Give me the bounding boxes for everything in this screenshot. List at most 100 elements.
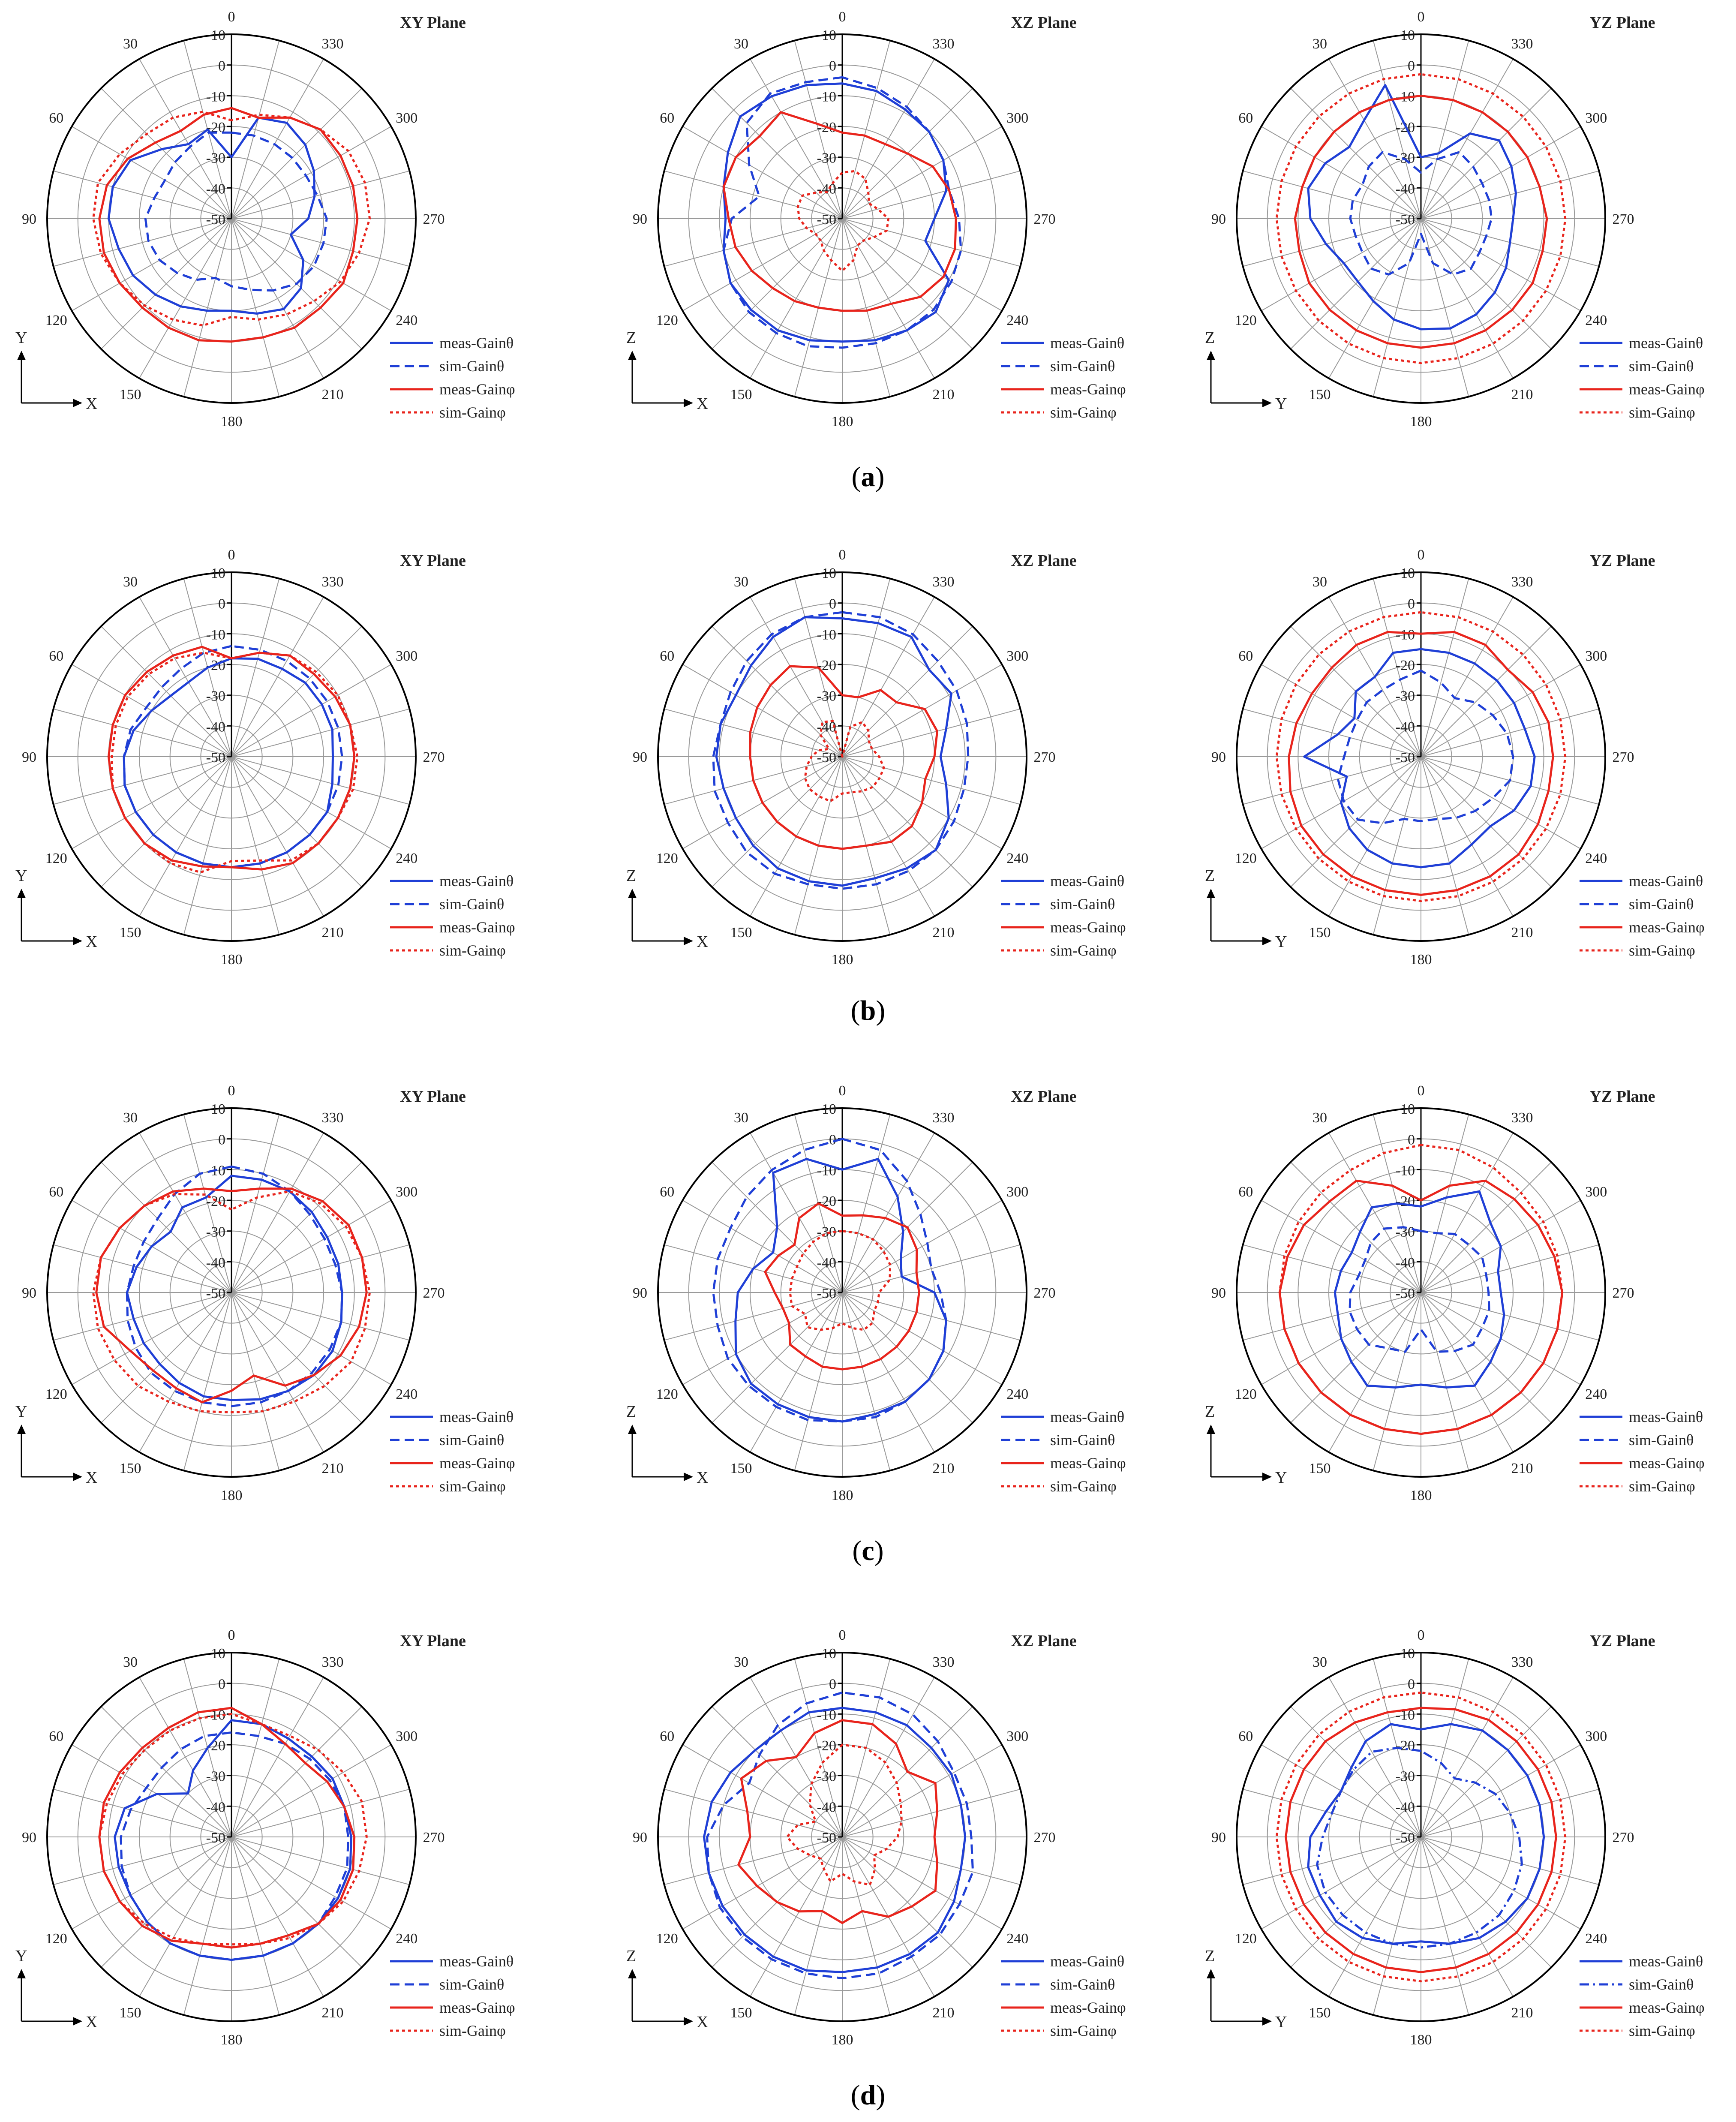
series-meas-phi	[749, 665, 938, 850]
series-meas-theta	[703, 1707, 967, 1973]
angle-label: 60	[49, 110, 63, 126]
angle-label: 0	[1418, 9, 1425, 25]
angle-label: 270	[1613, 749, 1634, 765]
angle-label: 60	[49, 1728, 63, 1744]
coord-label-vertical: Y	[15, 329, 27, 347]
radial-tick-label: -20	[1396, 1738, 1415, 1754]
caption-d: (d)	[850, 2080, 886, 2111]
radial-tick-label: -30	[206, 150, 225, 166]
radial-tick-label: -50	[817, 1286, 836, 1301]
radial-tick-label: -20	[817, 658, 836, 673]
legend-label: sim-Gainθ	[1629, 896, 1694, 913]
legend-label: meas-Gainθ	[1050, 872, 1124, 890]
radial-tick-label: 0	[1408, 1132, 1415, 1148]
angle-label: 90	[1211, 211, 1226, 227]
angle-label: 210	[933, 1461, 955, 1476]
radial-tick-label: -40	[206, 1799, 225, 1815]
angle-label: 270	[1034, 749, 1056, 765]
series-sim-phi	[1278, 1144, 1564, 1435]
angle-label: 60	[49, 648, 63, 664]
coord-arrow-right-icon	[684, 1473, 693, 1481]
angle-label: 0	[228, 547, 235, 563]
coord-arrow-up-icon	[628, 1969, 637, 1978]
series-sim-theta	[712, 611, 970, 890]
chart-title: XY Plane	[400, 1632, 466, 1650]
chart-title: YZ Plane	[1589, 1632, 1655, 1650]
series-meas-theta	[114, 1719, 352, 1961]
angle-label: 150	[730, 2005, 752, 2021]
angle-label: 270	[423, 211, 445, 227]
chart-title: XZ Plane	[1011, 552, 1076, 570]
coord-label-horizontal: X	[697, 2013, 708, 2031]
coord-arrow-up-icon	[17, 1425, 26, 1434]
radial-tick-label: -10	[206, 89, 225, 105]
angle-label: 30	[1313, 1110, 1327, 1126]
angle-label: 90	[633, 1285, 647, 1301]
angle-label: 180	[221, 414, 243, 430]
angle-label: 60	[49, 1184, 63, 1200]
coord-arrow-right-icon	[684, 937, 693, 945]
legend-label: sim-Gainφ	[439, 1478, 506, 1495]
series-sim-theta	[144, 131, 328, 292]
angle-label: 120	[45, 1931, 67, 1947]
angle-label: 240	[1585, 1931, 1607, 1947]
radial-tick-label: 10	[211, 1101, 225, 1117]
radial-tick-label: -50	[1396, 750, 1415, 766]
chart-title: YZ Plane	[1589, 552, 1655, 570]
angle-label: 240	[1006, 851, 1028, 866]
coord-label-horizontal: X	[86, 933, 97, 951]
radial-tick-label: -50	[206, 212, 225, 228]
legend-label: sim-Gainθ	[439, 358, 504, 375]
angle-label: 30	[123, 1110, 138, 1126]
angle-label: 30	[1313, 1654, 1327, 1670]
radial-tick-label: -30	[206, 1224, 225, 1240]
chart-title: XY Plane	[400, 1088, 466, 1106]
radial-tick-label: 0	[218, 596, 225, 612]
legend-label: sim-Gainφ	[1050, 404, 1117, 421]
angle-label: 240	[1585, 313, 1607, 328]
chart-title: XZ Plane	[1011, 14, 1076, 32]
radial-tick-label: 10	[211, 565, 225, 581]
angle-label: 60	[660, 1728, 674, 1744]
radial-tick-label: -20	[1396, 658, 1415, 673]
legend-label: meas-Gainθ	[439, 1408, 514, 1425]
angle-label: 330	[322, 574, 344, 590]
radial-tick-label: 0	[829, 596, 836, 612]
angle-label: 30	[123, 574, 138, 590]
angle-label: 0	[839, 1083, 846, 1099]
radial-tick-label: 10	[822, 27, 836, 43]
legend-label: sim-Gainφ	[1050, 1478, 1117, 1495]
coord-arrow-up-icon	[1207, 1425, 1215, 1434]
caption-c: (c)	[852, 1535, 884, 1566]
radial-tick-label: -30	[817, 688, 836, 704]
series-sim-phi	[1275, 611, 1567, 902]
angle-label: 120	[1235, 1931, 1257, 1947]
radial-tick-label: -30	[1396, 1769, 1415, 1785]
legend-label: meas-Gainφ	[1050, 1455, 1126, 1472]
coord-label-vertical: Y	[15, 1947, 27, 1965]
radial-tick-label: 10	[211, 1646, 225, 1662]
angle-label: 240	[396, 1931, 417, 1947]
legend-label: meas-Gainθ	[439, 334, 514, 352]
polar-chart-a-yz: 100-10-20-30-40-500306090120150180210240…	[1205, 9, 1705, 430]
radial-tick-label: -50	[206, 1830, 225, 1846]
angle-label: 330	[933, 36, 955, 52]
legend-label: sim-Gainφ	[439, 404, 506, 421]
angle-label: 180	[221, 2032, 243, 2048]
series-sim-theta	[712, 1138, 947, 1423]
radial-tick-label: -20	[817, 1738, 836, 1754]
polar-chart-d-xy: 100-10-20-30-40-500306090120150180210240…	[15, 1627, 515, 2048]
legend-label: meas-Gainφ	[1629, 1455, 1705, 1472]
series-meas-phi	[1288, 631, 1554, 896]
series-meas-theta	[126, 1175, 343, 1401]
angle-label: 270	[423, 749, 445, 765]
angle-label: 0	[839, 547, 846, 563]
angle-label: 30	[734, 36, 748, 52]
angle-label: 120	[656, 313, 678, 328]
angle-label: 0	[1418, 1627, 1425, 1643]
angle-label: 150	[1309, 1461, 1331, 1476]
angle-label: 90	[1211, 749, 1226, 765]
coord-arrow-right-icon	[73, 1473, 82, 1481]
angle-label: 90	[22, 1285, 36, 1301]
